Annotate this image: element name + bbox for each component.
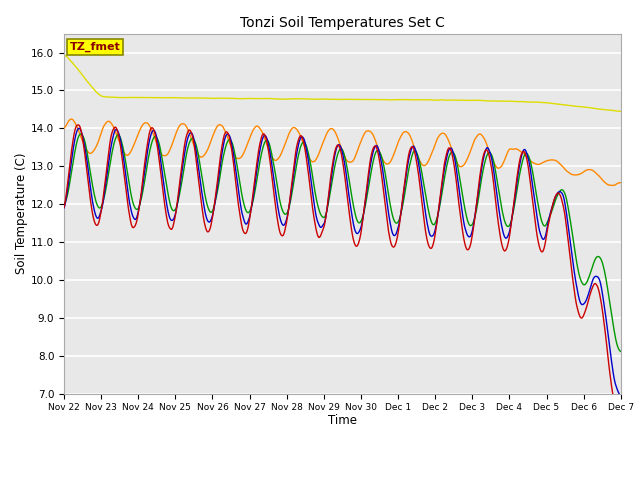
X-axis label: Time: Time (328, 414, 357, 427)
Text: TZ_fmet: TZ_fmet (70, 42, 120, 52)
Legend: -2cm, -4cm, -8cm, -16cm, -32cm: -2cm, -4cm, -8cm, -16cm, -32cm (170, 477, 515, 480)
Y-axis label: Soil Temperature (C): Soil Temperature (C) (15, 153, 28, 275)
Title: Tonzi Soil Temperatures Set C: Tonzi Soil Temperatures Set C (240, 16, 445, 30)
